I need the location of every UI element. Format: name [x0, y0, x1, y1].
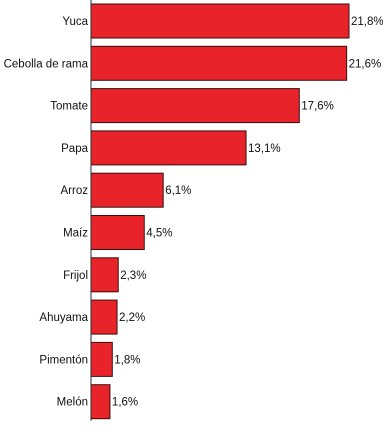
value-label-yuca: 21,8%: [351, 16, 383, 28]
value-label-maiz: 4,5%: [146, 228, 172, 240]
category-label-tomate: Tomate: [50, 101, 88, 113]
value-label-tomate: 17,6%: [301, 101, 334, 113]
value-label-melon: 1,6%: [112, 397, 138, 409]
bar-cebolla-de-rama: [90, 45, 348, 81]
bar-maiz: [90, 215, 145, 250]
bar-tomate: [90, 88, 300, 124]
value-label-papa: 13,1%: [248, 143, 281, 155]
bar-ahuyama: [90, 299, 118, 335]
value-label-cebolla-de-rama: 21,6%: [349, 58, 382, 70]
bar-melon: [90, 384, 111, 420]
value-label-frijol: 2,3%: [120, 270, 146, 282]
bar-pimenton: [90, 341, 113, 377]
value-label-ahuyama: 2,2%: [119, 312, 145, 324]
category-label-cebolla-de-rama: Cebolla de rama: [4, 58, 89, 70]
category-label-arroz: Arroz: [61, 185, 89, 197]
bar-arroz: [90, 172, 164, 208]
value-label-arroz: 6,1%: [165, 185, 191, 197]
bar-papa: [90, 130, 247, 166]
value-label-pimenton: 1,8%: [114, 354, 140, 366]
category-label-maiz: Maíz: [63, 228, 88, 240]
category-label-frijol: Frijol: [63, 270, 88, 282]
bar-yuca: [90, 3, 350, 39]
category-label-papa: Papa: [61, 143, 88, 155]
category-label-pimenton: Pimentón: [39, 354, 88, 366]
category-label-yuca: Yuca: [62, 16, 88, 28]
bar-frijol: [90, 257, 119, 293]
category-label-melon: Melón: [57, 397, 88, 409]
category-label-ahuyama: Ahuyama: [39, 312, 88, 324]
